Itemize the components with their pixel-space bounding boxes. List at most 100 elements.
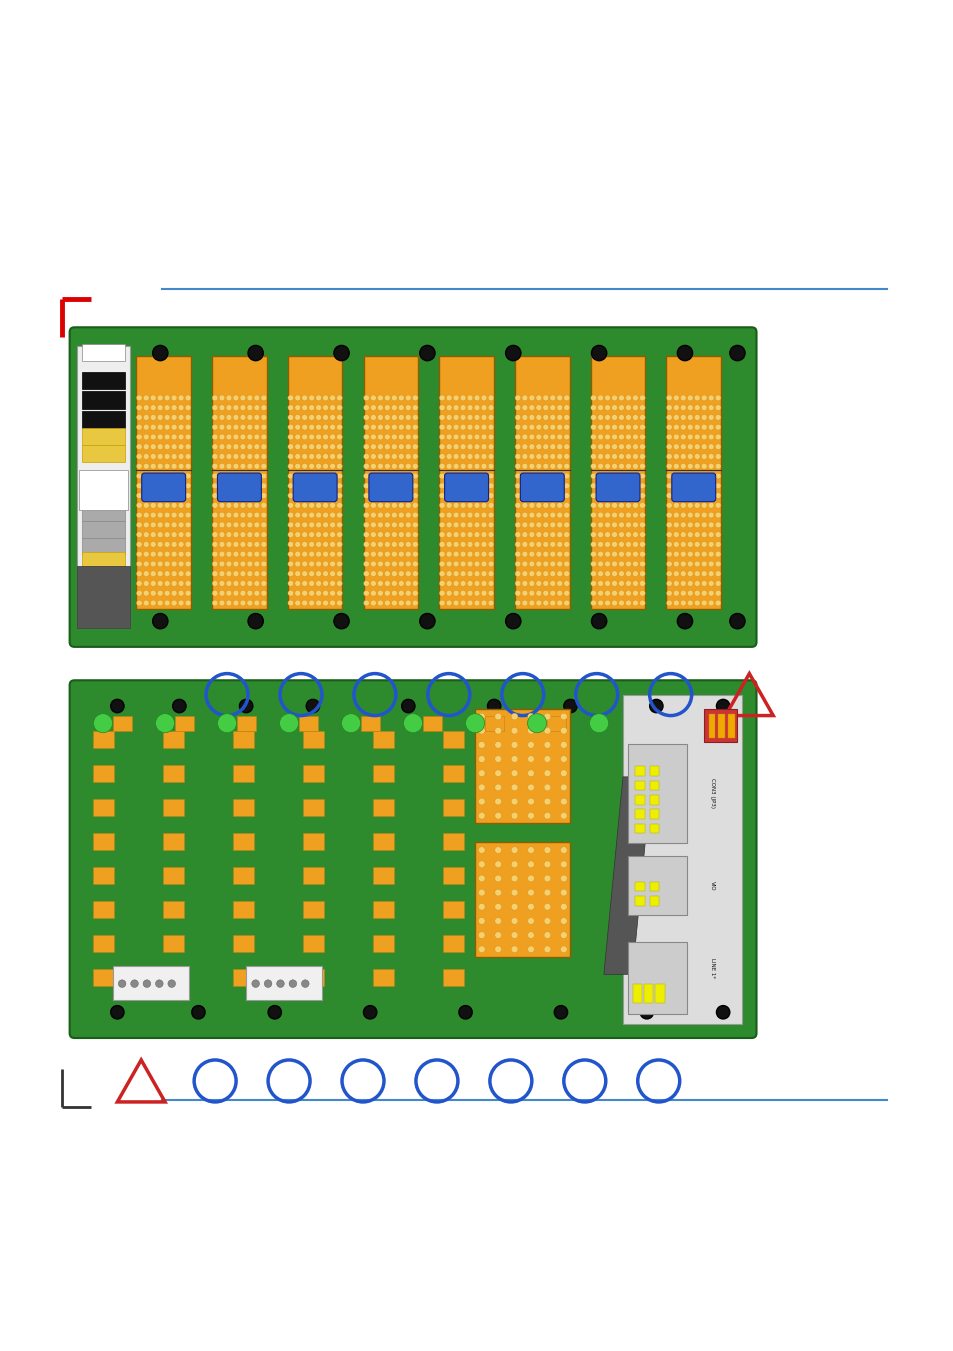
Circle shape (294, 512, 300, 517)
Circle shape (306, 700, 319, 713)
Circle shape (474, 581, 479, 586)
Circle shape (598, 405, 603, 411)
Circle shape (611, 571, 617, 577)
Bar (442, 901, 463, 917)
Circle shape (253, 405, 259, 411)
Circle shape (543, 798, 550, 805)
FancyBboxPatch shape (671, 473, 715, 501)
Circle shape (309, 512, 314, 517)
Circle shape (477, 727, 484, 734)
Circle shape (330, 463, 335, 469)
Circle shape (164, 444, 170, 450)
Circle shape (330, 415, 335, 420)
Circle shape (363, 600, 369, 605)
Bar (163, 765, 184, 782)
Circle shape (521, 454, 527, 459)
Circle shape (459, 581, 465, 586)
Circle shape (412, 542, 417, 547)
Circle shape (164, 482, 170, 489)
Circle shape (511, 742, 517, 748)
Circle shape (363, 394, 369, 401)
Circle shape (412, 434, 417, 440)
Circle shape (370, 415, 375, 420)
Circle shape (549, 581, 555, 586)
Circle shape (301, 551, 307, 557)
Circle shape (301, 454, 307, 459)
Circle shape (625, 561, 631, 567)
Circle shape (536, 512, 541, 517)
Circle shape (563, 571, 569, 577)
Circle shape (679, 444, 685, 450)
Circle shape (309, 542, 314, 547)
Circle shape (488, 581, 494, 586)
Circle shape (336, 571, 342, 577)
Circle shape (151, 434, 156, 440)
Circle shape (309, 473, 314, 478)
Bar (82, 520, 125, 538)
Circle shape (477, 932, 484, 939)
Circle shape (322, 463, 328, 469)
Circle shape (172, 521, 177, 528)
Circle shape (474, 415, 479, 420)
Circle shape (151, 394, 156, 401)
Circle shape (694, 434, 700, 440)
Circle shape (226, 454, 232, 459)
Circle shape (632, 571, 638, 577)
Circle shape (334, 613, 349, 628)
Circle shape (639, 600, 644, 605)
Circle shape (557, 415, 562, 420)
Circle shape (495, 798, 501, 805)
Circle shape (240, 444, 246, 450)
Circle shape (604, 444, 610, 450)
Circle shape (495, 932, 501, 939)
Bar (422, 716, 441, 731)
Circle shape (155, 979, 163, 988)
Circle shape (515, 512, 520, 517)
Circle shape (666, 454, 672, 459)
Circle shape (604, 512, 610, 517)
Circle shape (527, 946, 534, 952)
Circle shape (377, 542, 383, 547)
Circle shape (185, 463, 191, 469)
Circle shape (212, 561, 217, 567)
Circle shape (639, 521, 644, 528)
Circle shape (632, 463, 638, 469)
Circle shape (322, 434, 328, 440)
Circle shape (467, 444, 473, 450)
Circle shape (178, 493, 184, 499)
Circle shape (185, 551, 191, 557)
Circle shape (700, 590, 706, 596)
Circle shape (480, 581, 486, 586)
Circle shape (495, 904, 501, 911)
Bar (627, 744, 686, 843)
Circle shape (679, 503, 685, 508)
Circle shape (632, 493, 638, 499)
Circle shape (405, 415, 411, 420)
Circle shape (515, 571, 520, 577)
Circle shape (164, 521, 170, 528)
Circle shape (219, 551, 225, 557)
Bar (93, 901, 114, 917)
Circle shape (309, 521, 314, 528)
Circle shape (233, 590, 238, 596)
Circle shape (459, 590, 465, 596)
Circle shape (288, 444, 294, 450)
Circle shape (315, 561, 321, 567)
Circle shape (185, 405, 191, 411)
Circle shape (604, 561, 610, 567)
Bar (298, 716, 317, 731)
Circle shape (604, 542, 610, 547)
Circle shape (226, 415, 232, 420)
Circle shape (253, 581, 259, 586)
Circle shape (157, 551, 163, 557)
Circle shape (639, 590, 644, 596)
Circle shape (151, 482, 156, 489)
Circle shape (589, 713, 608, 732)
Circle shape (666, 503, 672, 508)
Circle shape (315, 463, 321, 469)
Circle shape (632, 473, 638, 478)
Circle shape (336, 521, 342, 528)
Circle shape (543, 755, 550, 762)
Circle shape (604, 463, 610, 469)
Circle shape (707, 551, 713, 557)
